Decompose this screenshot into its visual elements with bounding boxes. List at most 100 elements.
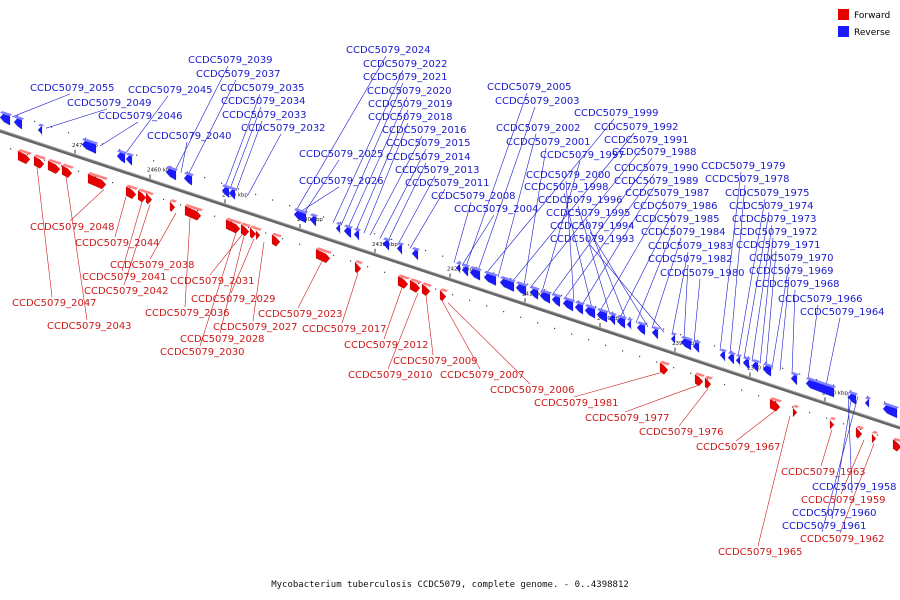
gene-label-reverse: CCDC5079_1973 xyxy=(732,214,817,225)
legend-reverse-label: Reverse xyxy=(854,28,891,38)
gene-label-reverse: CCDC5079_1990 xyxy=(614,163,699,174)
gene-label-forward: CCDC5079_1965 xyxy=(718,547,803,558)
minor-mark xyxy=(85,137,87,139)
gene-label-reverse: CCDC5079_1966 xyxy=(778,294,863,305)
forward-gene xyxy=(47,160,61,175)
gene-bevel xyxy=(728,351,736,356)
genome-backbone-highlight xyxy=(0,129,900,427)
minor-mark xyxy=(435,288,437,290)
gene-bevel xyxy=(597,308,609,314)
leader-line xyxy=(149,212,177,260)
leader-line xyxy=(577,205,611,315)
gene-label-reverse: CCDC5079_1974 xyxy=(729,201,814,212)
gene-label-reverse: CCDC5079_1988 xyxy=(612,147,697,158)
leader-line xyxy=(124,95,169,155)
minor-mark xyxy=(119,148,121,151)
gene-label-reverse: CCDC5079_2035 xyxy=(220,83,305,94)
gene-label-reverse: CCDC5079_2025 xyxy=(299,149,384,160)
minor-mark xyxy=(282,238,284,240)
map-caption: Mycobacterium tuberculosis CCDC5079, com… xyxy=(271,580,629,590)
forward-gene xyxy=(169,200,176,213)
gene-bevel xyxy=(410,278,422,284)
gene-label-reverse: CCDC5079_1983 xyxy=(648,241,733,252)
leader-line xyxy=(379,148,427,239)
minor-mark xyxy=(809,411,811,414)
leader-line xyxy=(341,273,359,324)
minor-mark xyxy=(724,383,726,386)
minor-mark xyxy=(102,143,104,145)
leader-line xyxy=(187,79,237,176)
leader-line xyxy=(757,415,791,547)
minor-mark xyxy=(816,378,818,381)
forward-gene xyxy=(397,275,409,289)
minor-mark xyxy=(204,177,206,179)
minor-mark xyxy=(646,322,648,325)
gene-bevel xyxy=(705,375,713,380)
leader-line xyxy=(619,211,674,318)
gene-label-forward: CCDC5079_2006 xyxy=(490,385,575,396)
leader-line xyxy=(839,443,875,534)
gene-label-reverse: CCDC5079_1970 xyxy=(749,253,834,264)
minor-mark xyxy=(136,154,138,156)
minor-mark xyxy=(357,227,359,229)
leader-line xyxy=(235,120,263,191)
gene-label-reverse: CCDC5079_1989 xyxy=(614,176,699,187)
gene-label-forward: CCDC5079_2042 xyxy=(84,286,169,297)
leader-line xyxy=(825,317,841,386)
gene-label-reverse: CCDC5079_1998 xyxy=(524,182,609,193)
gene-label-forward: CCDC5079_1977 xyxy=(585,413,670,424)
gene-label-reverse: CCDC5079_1958 xyxy=(812,482,897,493)
gene-label-reverse: CCDC5079_2024 xyxy=(346,45,431,56)
minor-mark xyxy=(299,243,301,245)
minor-mark xyxy=(289,205,291,207)
gene-label-reverse: CCDC5079_1997 xyxy=(540,150,625,161)
gene-label-forward: CCDC5079_2043 xyxy=(47,321,132,332)
minor-mark xyxy=(469,299,471,301)
leader-line xyxy=(565,180,575,303)
gene-bevel xyxy=(617,314,627,320)
forward-gene xyxy=(792,406,798,418)
forward-gene xyxy=(769,398,781,412)
gene-label-reverse: CCDC5079_1993 xyxy=(550,234,635,245)
forward-gene xyxy=(225,219,241,234)
gene-label-forward: CCDC5079_2047 xyxy=(12,298,97,309)
leader-line xyxy=(840,440,865,495)
leader-line xyxy=(693,278,701,343)
leader-line xyxy=(563,173,655,300)
gene-bevel xyxy=(440,288,448,293)
gene-bevel xyxy=(18,148,32,155)
minor-mark xyxy=(265,232,267,234)
minor-mark xyxy=(34,120,36,123)
gene-bevel xyxy=(117,149,127,155)
leader-line xyxy=(303,159,340,214)
gene-bevel xyxy=(530,285,540,291)
gene-bevel xyxy=(856,425,864,430)
minor-mark xyxy=(537,322,539,324)
gene-label-reverse: CCDC5079_1991 xyxy=(604,135,689,146)
reverse-gene xyxy=(37,124,43,136)
minor-mark xyxy=(731,350,733,353)
minor-mark xyxy=(833,384,835,386)
minor-mark xyxy=(520,316,522,318)
gene-bevel xyxy=(736,353,742,358)
minor-mark xyxy=(95,176,97,178)
gene-label-reverse: CCDC5079_1994 xyxy=(550,221,635,232)
gene-label-reverse: CCDC5079_2003 xyxy=(495,96,580,107)
leader-line xyxy=(409,188,446,249)
gene-bevel xyxy=(652,326,660,331)
gene-bevel xyxy=(0,111,12,117)
minor-mark xyxy=(775,400,777,402)
gene-label-forward: CCDC5079_2028 xyxy=(180,334,265,345)
forward-gene xyxy=(694,373,704,387)
leader-line xyxy=(847,392,853,494)
leader-line xyxy=(224,93,261,188)
gene-label-reverse: CCDC5079_2039 xyxy=(188,55,273,66)
minor-mark xyxy=(384,271,386,273)
gene-bevel xyxy=(272,232,282,238)
gene-bevel xyxy=(48,158,62,165)
leader-line xyxy=(585,218,627,320)
minor-mark xyxy=(214,215,216,217)
minor-mark xyxy=(877,434,879,436)
gene-label-forward: CCDC5079_2010 xyxy=(348,370,433,381)
leader-line xyxy=(425,295,434,356)
